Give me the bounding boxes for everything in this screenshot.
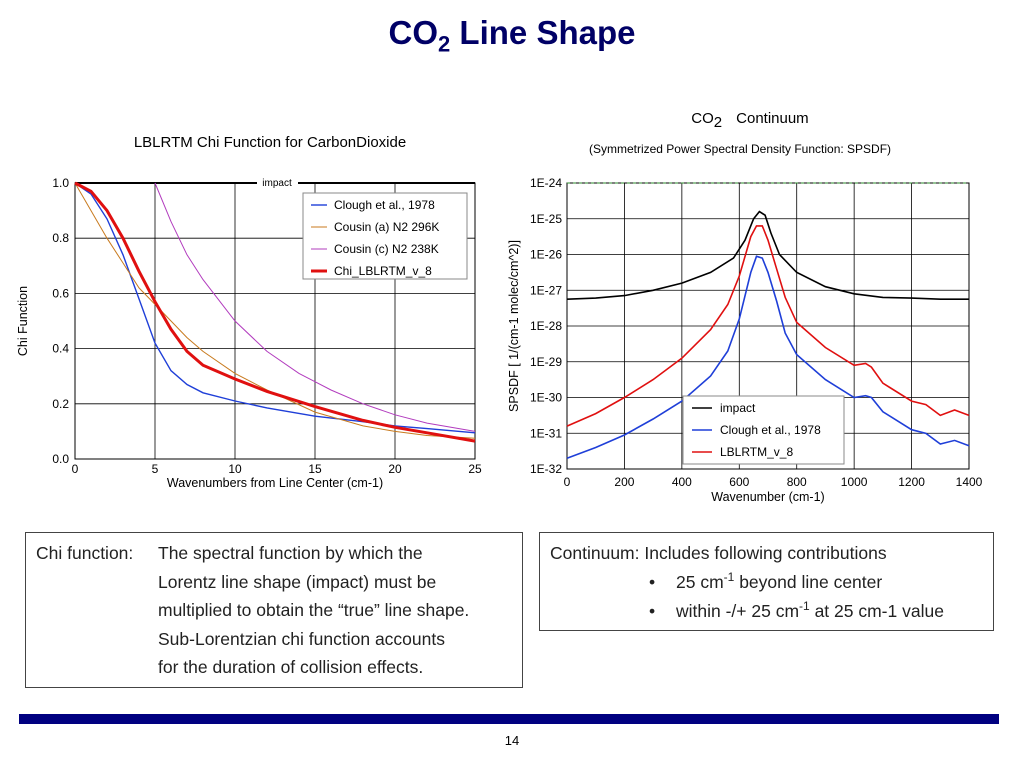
legend-label: Clough et al., 1978: [720, 423, 821, 437]
y-tick-label: 1E-31: [530, 426, 562, 440]
y-tick-label: 1.0: [52, 176, 69, 190]
y-tick-label: 1E-24: [530, 176, 562, 190]
slide-title: CO2 Line Shape: [388, 14, 636, 57]
continuum-chart: 0 200 400 600 800 1000 1200 1400 1E-32 1E-31 1E-30…: [507, 176, 983, 504]
x-tick-label: 600: [729, 475, 749, 489]
x-tick-label: 0: [72, 462, 79, 476]
description-line: for the duration of collision effects.: [158, 657, 424, 677]
legend-label: Clough et al., 1978: [334, 198, 435, 212]
x-tick-label: 15: [308, 462, 322, 476]
series-line: [566, 225, 970, 427]
x-tick-label: 25: [468, 462, 482, 476]
x-axis-label: Wavenumbers from Line Center (cm-1): [167, 476, 383, 490]
continuum-text-box: Continuum: Includes following contributi…: [539, 532, 994, 631]
legend-label: LBLRTM_v_8: [720, 445, 793, 459]
y-tick-label: 1E-30: [530, 391, 562, 405]
y-axis-label: Chi Function: [16, 286, 30, 356]
legend-label: Chi_LBLRTM_v_8: [334, 264, 432, 278]
chi-function-chart: 0 5 10 15 20 25 0.0 0.2 0.4 0.6 0.8 1.0 Wavenumbers …: [16, 176, 482, 490]
x-tick-label: 5: [152, 462, 159, 476]
bullet-icon: •: [649, 572, 656, 592]
y-tick-label: 1E-32: [530, 462, 562, 476]
description-line: The spectral function by which the: [158, 543, 423, 563]
legend-label: impact: [720, 401, 756, 415]
annotation-bg: [257, 176, 298, 188]
series-line: [74, 182, 476, 439]
x-tick-label: 1000: [841, 475, 868, 489]
left-chart-title: LBLRTM Chi Function for CarbonDioxide: [133, 134, 407, 151]
chi-function-label: Chi function:: [36, 543, 134, 563]
x-axis-label: Wavenumber (cm-1): [711, 490, 824, 504]
x-tick-label: 800: [787, 475, 807, 489]
y-tick-label: 1E-29: [530, 355, 562, 369]
page-number: 14: [504, 733, 520, 748]
bullet-item-2: within -/+ 25 cm-1 at 25 cm-1 value: [676, 599, 944, 621]
description-line: Sub-Lorentzian chi function accounts: [158, 628, 445, 649]
description-line: Lorentz line shape (impact) must be: [158, 571, 437, 592]
legend-label: Cousin (a) N2 296K: [334, 220, 439, 234]
bullet-icon: •: [649, 601, 656, 621]
right-chart-title: CO2 Continuum: [691, 110, 809, 131]
x-tick-label: 200: [614, 475, 634, 489]
footer-bar: [19, 714, 999, 724]
series-line: [74, 181, 476, 443]
y-tick-label: 0.4: [52, 342, 69, 356]
y-tick-label: 1E-28: [530, 319, 562, 333]
bullet-item-1: 25 cm-1 beyond line center: [676, 570, 883, 592]
x-tick-label: 10: [228, 462, 242, 476]
legend-label: Cousin (c) N2 238K: [334, 242, 439, 256]
right-chart-subtitle: (Symmetrized Power Spectral Density Func…: [588, 142, 892, 156]
description-line: multiplied to obtain the “true” line sha…: [158, 600, 470, 620]
annotation-impact: impact: [262, 178, 292, 189]
y-tick-label: 1E-26: [530, 248, 562, 262]
y-axis-label: SPSDF [ 1/(cm-1 molec/cm^2)]: [507, 240, 521, 412]
x-tick-label: 20: [388, 462, 402, 476]
x-tick-label: 1200: [898, 475, 925, 489]
x-tick-label: 1400: [956, 475, 983, 489]
y-tick-label: 1E-25: [530, 212, 562, 226]
y-tick-label: 0.6: [52, 286, 69, 300]
x-tick-label: 400: [672, 475, 692, 489]
y-tick-label: 0.0: [52, 452, 69, 466]
continuum-label: Continuum: Includes following contributi…: [550, 543, 887, 563]
series-line: [154, 182, 476, 432]
y-tick-label: 0.8: [52, 231, 69, 245]
chi-function-text-box: Chi function: The spectral function by w…: [25, 532, 523, 688]
y-tick-label: 0.2: [52, 397, 69, 411]
series-line: [566, 255, 970, 460]
x-tick-label: 0: [564, 475, 571, 489]
chi-function-description: The spectral function by which the Loren…: [158, 539, 469, 682]
legend-box: [302, 192, 468, 280]
y-tick-label: 1E-27: [530, 283, 562, 297]
series-line: [566, 210, 969, 300]
